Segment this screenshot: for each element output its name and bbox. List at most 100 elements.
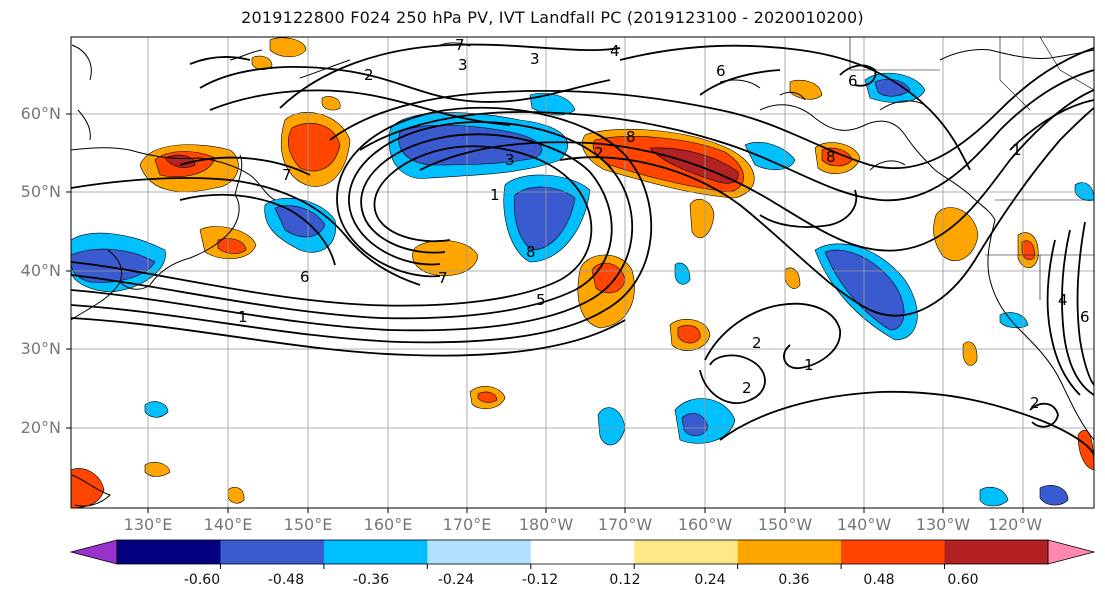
pv-positive-region — [821, 147, 853, 167]
contour-label: 8 — [526, 243, 536, 261]
colorbar-frame — [116, 539, 1049, 565]
pv-negative-region — [274, 205, 326, 238]
pv-positive-region — [477, 391, 498, 403]
pv-negative-region — [144, 401, 169, 418]
contour-label: 7 — [455, 36, 465, 54]
pv-positive-region — [689, 198, 715, 238]
contour-labels: 2 3 3 4 3 1 8 6 1 7 5 2 8 6 8 6 1 2 1 2 … — [238, 36, 1090, 412]
contour-label: 6 — [716, 62, 726, 80]
contour-label: 2 — [752, 334, 762, 352]
lat-label: 30°N — [20, 339, 61, 358]
colorbar-segment — [737, 540, 842, 564]
contour-label: 8 — [626, 128, 636, 146]
lon-label: 160°E — [363, 515, 413, 534]
colorbar-segment — [427, 540, 532, 564]
colorbar-segment — [117, 540, 221, 564]
pv-negative-region — [71, 248, 156, 283]
lon-label: 130°E — [123, 515, 173, 534]
colorbar-tick-label: -0.24 — [437, 572, 475, 588]
contour-label: 1 — [238, 308, 248, 326]
pv-positive-region — [217, 238, 247, 254]
map-frame — [70, 36, 1095, 509]
pv-negative-region — [874, 78, 911, 97]
contour-label: 6 — [1080, 308, 1090, 326]
lon-label: 160°W — [677, 515, 733, 534]
colorbar-tick-label: -0.12 — [521, 572, 559, 588]
contour-label: 2 — [742, 379, 752, 397]
contour-label: 4 — [610, 42, 620, 60]
lon-label: 140°E — [203, 515, 253, 534]
contour-label: 6 — [848, 72, 858, 90]
contour-label: 2 — [594, 144, 604, 162]
pv-negative-region — [513, 186, 576, 251]
colorbar-tick-label: 0.60 — [947, 572, 979, 588]
colorbar — [69, 539, 1096, 569]
contour-label: 7 — [282, 166, 292, 184]
pv-negative-region — [1074, 182, 1094, 201]
colorbar-segment — [220, 540, 325, 564]
lon-label: 130°W — [915, 515, 971, 534]
lon-label: 170°W — [597, 515, 653, 534]
pv-negative-region — [674, 262, 691, 285]
colorbar-segment — [323, 540, 428, 564]
pv-positive-region — [789, 79, 823, 100]
colorbar-tick-label: -0.36 — [352, 572, 390, 588]
pv-positive-region — [144, 462, 171, 477]
ivt-contours — [71, 43, 1094, 456]
colorbar-segment — [944, 540, 1049, 564]
pv-positive-region — [784, 267, 801, 289]
pv-positive-region — [227, 487, 245, 504]
pv-positive-region — [269, 37, 307, 58]
lon-label: 180°W — [518, 515, 574, 534]
pv-positive-region — [251, 55, 273, 70]
contour-label: 8 — [826, 148, 836, 166]
colorbar-tick-label: 0.36 — [778, 572, 810, 588]
colorbar-segment — [634, 540, 739, 564]
contour-label: 6 — [300, 268, 310, 286]
pv-positive-region — [321, 96, 341, 111]
colorbar-segment — [841, 540, 946, 564]
map-title: 2019122800 F024 250 hPa PV, IVT Landfall… — [241, 8, 864, 27]
contour-label: 2 — [364, 66, 374, 84]
lat-label: 60°N — [20, 104, 61, 123]
contour-label: 2 — [1030, 394, 1040, 412]
colorbar-tick-label: -0.60 — [183, 572, 221, 588]
pv-negative-region — [1039, 485, 1069, 506]
lon-label: 150°E — [283, 515, 333, 534]
contour-label: 7 — [438, 269, 448, 287]
contour-label: 1 — [804, 356, 814, 374]
colorbar-tick-label: -0.48 — [267, 572, 305, 588]
colorbar-segment — [530, 540, 635, 564]
colorbar-tick-label: 0.48 — [863, 572, 895, 588]
pv-negative-region — [744, 141, 796, 170]
pv-negative-region — [597, 407, 626, 446]
pv-negative-region — [979, 487, 1009, 507]
colorbar-tick-label: 0.24 — [694, 572, 726, 588]
pv-positive-region — [287, 122, 341, 172]
contour-label: 3 — [530, 50, 540, 68]
lat-label: 40°N — [20, 261, 61, 280]
pv-positive-region — [962, 341, 978, 366]
contour-label: 5 — [536, 291, 546, 309]
pv-anomaly-fill — [71, 37, 1094, 508]
contour-label: 1 — [490, 186, 500, 204]
contour-label: 3 — [505, 151, 515, 169]
pv-positive-region — [933, 207, 979, 261]
contour-label: 3 — [458, 56, 468, 74]
lon-label: 150°W — [757, 515, 813, 534]
contour-label: 1 — [1012, 141, 1022, 159]
colorbar-extend-max — [1047, 539, 1096, 565]
colorbar-tick-label: 0.12 — [609, 572, 641, 588]
lat-label: 20°N — [20, 418, 61, 437]
lon-label: 120°W — [987, 515, 1043, 534]
pv-positive-region — [677, 325, 701, 344]
pv-negative-region — [824, 249, 905, 331]
lon-label: 170°E — [442, 515, 492, 534]
pv-negative-region — [999, 312, 1029, 329]
lon-label: 140°W — [836, 515, 892, 534]
borders — [849, 37, 1094, 300]
colorbar-extend-min — [69, 539, 118, 565]
pv-positive-region — [1077, 430, 1094, 471]
axis-ticks — [66, 113, 1024, 513]
